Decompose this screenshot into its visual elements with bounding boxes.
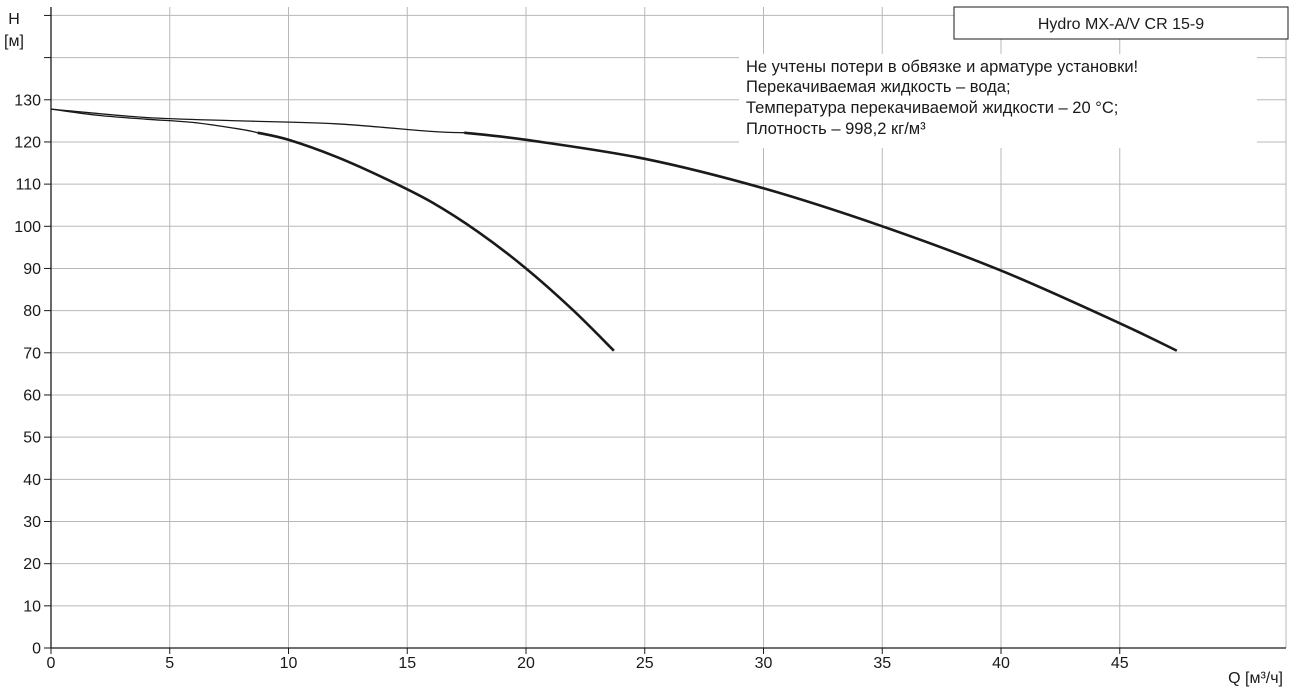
note-line-3: Температура перекачиваемой жидкости – 20… <box>746 99 1118 117</box>
model-badge-box <box>953 6 1289 40</box>
y-tick-label: 130 <box>14 92 41 109</box>
x-tick-label: 0 <box>47 655 56 672</box>
x-tick-label: 10 <box>280 655 298 672</box>
y-tick-label: 40 <box>23 472 41 489</box>
x-tick-label: 45 <box>1111 655 1129 672</box>
y-tick-label: 120 <box>14 134 41 151</box>
note-line-1: Не учтены потери в обвязке и арматуре ус… <box>746 58 1138 76</box>
y-tick-label: 70 <box>23 345 41 362</box>
curve-layer <box>50 108 1178 352</box>
y-tick-label: 50 <box>23 430 41 447</box>
x-tick-label: 5 <box>165 655 174 672</box>
axis-layer <box>44 7 1286 654</box>
pump-curve-thick-1 <box>257 131 615 352</box>
y-axis-label-top: H <box>8 11 20 28</box>
note-line-4: Плотность – 998,2 кг/м³ <box>746 120 926 138</box>
pump-curve-thick-3 <box>464 131 1178 352</box>
y-tick-label: 0 <box>32 641 41 658</box>
label-layer: 0 5 10 15 20 25 30 35 40 45 0 10 20 30 40 50 60 70 80 90 100… <box>14 92 1128 672</box>
x-tick-label: 25 <box>636 655 654 672</box>
y-tick-label: 90 <box>23 261 41 278</box>
note-background <box>739 54 1257 148</box>
y-tick-label: 80 <box>23 303 41 320</box>
y-tick-label: 110 <box>15 177 41 194</box>
y-tick-label: 20 <box>23 556 41 573</box>
x-tick-label: 30 <box>755 655 773 672</box>
y-tick-label: 100 <box>14 219 41 236</box>
x-tick-label: 20 <box>517 655 535 672</box>
y-tick-label: 60 <box>23 387 41 404</box>
note-line-2: Перекачиваемая жидкость – вода; <box>746 78 1011 96</box>
x-tick-label: 40 <box>992 655 1010 672</box>
y-axis-label-bottom: [м] <box>4 33 24 50</box>
y-tick-label: 10 <box>23 598 41 615</box>
x-tick-label: 35 <box>873 655 891 672</box>
x-tick-label: 15 <box>398 655 416 672</box>
model-badge-text: Hydro MX-A/V CR 15-9 <box>1038 16 1204 33</box>
x-axis-label: Q [м³/ч] <box>1228 670 1283 687</box>
pump-curve-thin-2 <box>50 108 465 134</box>
y-tick-label: 30 <box>23 514 41 531</box>
pump-curve-thin-0 <box>50 108 258 134</box>
